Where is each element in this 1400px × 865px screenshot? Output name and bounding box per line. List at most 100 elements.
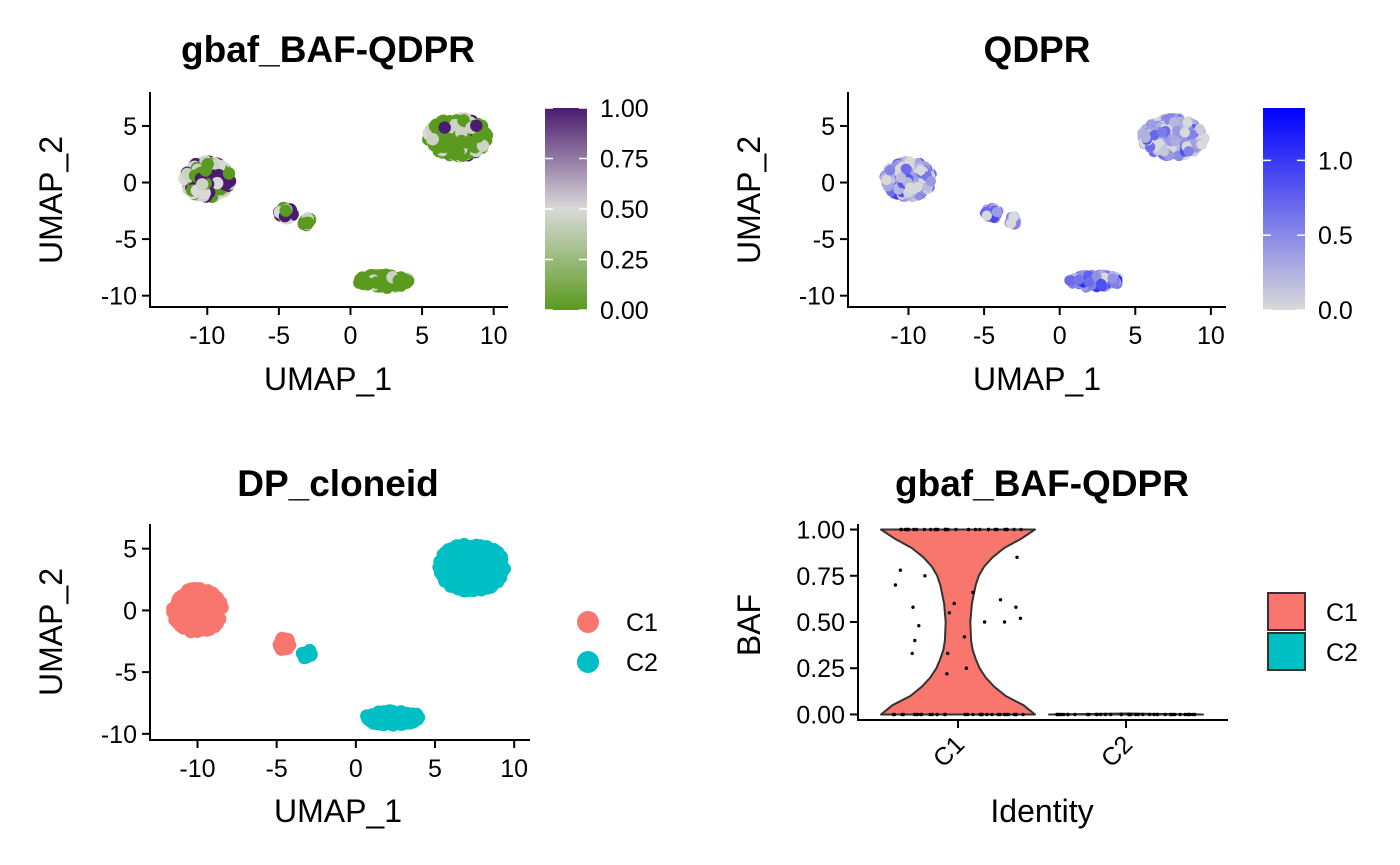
jitter-point xyxy=(945,672,949,676)
jitter-point xyxy=(898,568,903,572)
jitter-point xyxy=(982,620,987,624)
jitter-point xyxy=(1136,712,1141,717)
data-point xyxy=(399,716,413,730)
umap-baf-panel: gbaf_BAF-QDPR -10 -5 0 5 10 5 0 -5 -10 UMAP_1 UM… xyxy=(33,29,649,397)
data-point xyxy=(495,554,509,567)
panel-4-ylabel: BAF xyxy=(731,594,767,656)
jitter-point xyxy=(995,527,999,532)
y-tick-label: 0 xyxy=(123,170,137,198)
data-point xyxy=(475,571,489,585)
jitter-point xyxy=(1178,712,1183,717)
jitter-point xyxy=(1021,712,1025,717)
jitter-point xyxy=(952,601,956,606)
jitter-point xyxy=(985,712,989,717)
jitter-point xyxy=(978,527,982,532)
legend-label-c2: C2 xyxy=(626,649,658,677)
y-tick-label: 5 xyxy=(821,113,835,141)
jitter-point xyxy=(1128,712,1132,717)
data-point xyxy=(361,277,374,290)
legend-label-c1: C1 xyxy=(626,609,658,637)
data-point xyxy=(412,710,426,724)
panel-1-title: gbaf_BAF-QDPR xyxy=(181,29,475,70)
y-tick-label: 0 xyxy=(123,597,137,625)
data-point xyxy=(196,178,209,191)
panel-3-xlabel: UMAP_1 xyxy=(274,793,402,829)
jitter-point xyxy=(1109,712,1113,717)
jitter-point xyxy=(923,574,927,578)
data-point xyxy=(476,553,490,566)
legend-swatch-c2 xyxy=(1267,632,1306,671)
y-tick-label: 1.00 xyxy=(796,517,845,545)
jitter-point xyxy=(928,712,932,717)
x-tick-label: 0 xyxy=(1053,322,1067,350)
jitter-point xyxy=(973,527,978,532)
data-point xyxy=(279,204,292,217)
panel-3-ylabel: UMAP_2 xyxy=(33,568,69,696)
panel-3-axes: -10 -5 0 5 10 5 0 -5 -10 xyxy=(101,524,530,783)
jitter-point xyxy=(891,712,896,717)
x-tick-label: C1 xyxy=(928,730,970,772)
data-point xyxy=(438,121,451,134)
jitter-point xyxy=(947,611,951,615)
x-tick-label: -10 xyxy=(179,755,215,783)
data-point xyxy=(895,172,907,183)
data-point xyxy=(187,597,200,611)
data-point xyxy=(458,584,472,598)
jitter-point xyxy=(893,583,898,587)
colorbar-tick-label: 1.00 xyxy=(600,95,649,123)
x-tick-label: 0 xyxy=(349,755,363,783)
jitter-point xyxy=(965,712,970,717)
panel-4-violins xyxy=(880,528,1204,716)
data-point xyxy=(1145,119,1157,130)
jitter-point xyxy=(913,638,917,643)
umap-cloneid-panel: DP_cloneid -10 -5 0 5 10 5 0 -5 -10 UMAP_1 UMAP_… xyxy=(33,463,658,829)
data-point xyxy=(1138,128,1150,139)
jitter-point xyxy=(922,527,927,532)
jitter-point xyxy=(936,527,940,532)
jitter-point xyxy=(1012,527,1016,532)
panel-2-points xyxy=(879,112,1210,293)
jitter-point xyxy=(946,527,950,532)
panel-4-title: gbaf_BAF-QDPR xyxy=(895,463,1189,504)
colorbar-tick-label: 0.75 xyxy=(600,146,649,174)
data-point xyxy=(1157,127,1168,138)
y-tick-label: 5 xyxy=(123,113,137,141)
jitter-point xyxy=(1015,555,1019,559)
legend-swatch-c1 xyxy=(577,611,599,633)
jitter-point xyxy=(911,605,915,609)
data-point xyxy=(1149,129,1160,141)
y-tick-label: 5 xyxy=(123,536,137,564)
jitter-point xyxy=(1141,712,1145,717)
data-point xyxy=(301,216,314,230)
x-tick-label: 10 xyxy=(500,755,528,783)
data-point xyxy=(205,598,219,612)
x-tick-label: -5 xyxy=(268,322,290,350)
jitter-point xyxy=(915,712,919,717)
jitter-point xyxy=(1119,712,1123,717)
y-tick-label: 0 xyxy=(821,170,835,198)
panel-4-xlabel: Identity xyxy=(990,793,1093,829)
colorbar-tick-label: 0.0 xyxy=(1318,297,1353,325)
jitter-point xyxy=(980,712,984,717)
jitter-point xyxy=(964,666,969,670)
jitter-point xyxy=(1094,712,1099,717)
data-point xyxy=(1107,273,1118,284)
colorbar-tick-label: 0.00 xyxy=(600,297,649,325)
data-point xyxy=(900,163,911,174)
data-point xyxy=(1183,146,1194,157)
y-tick-label: -5 xyxy=(115,659,137,687)
jitter-point xyxy=(1014,605,1018,609)
jitter-point xyxy=(935,712,939,717)
jitter-point xyxy=(1019,527,1023,532)
legend-swatch-c1 xyxy=(1267,592,1306,631)
y-tick-label: 0.50 xyxy=(796,609,845,637)
data-point xyxy=(399,706,413,720)
jitter-point xyxy=(1152,712,1156,717)
jitter-point xyxy=(1062,712,1066,717)
jitter-point xyxy=(963,712,967,717)
y-tick-label: 0.00 xyxy=(796,701,845,729)
jitter-point xyxy=(998,712,1002,717)
y-tick-label: -5 xyxy=(813,226,835,254)
